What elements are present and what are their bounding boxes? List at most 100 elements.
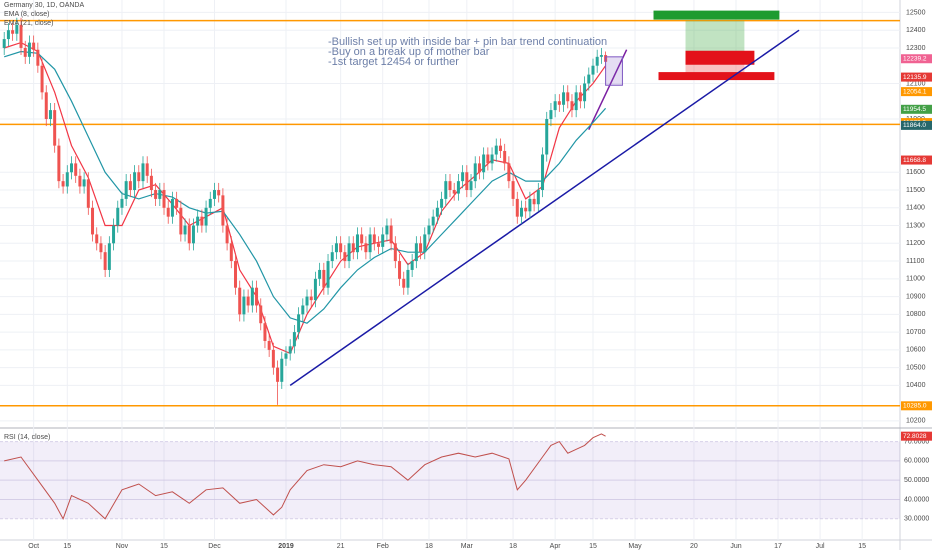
candle-body [158,190,162,199]
candle-body [532,198,536,205]
candle-body [435,207,439,217]
x-tick-label: Dec [208,543,221,550]
x-tick-label: 21 [337,543,345,550]
candle-body [74,163,78,176]
y-tick-label: 10200 [906,418,926,425]
y-tick-label: 11200 [906,240,925,247]
y-tick-label: 12400 [906,27,926,34]
candle-body [112,225,116,244]
price-tag-label: 72.8028 [903,433,927,440]
candle-body [162,190,166,208]
candle-body [292,332,296,347]
candle-body [145,163,149,176]
candle-body [595,56,599,66]
candle-body [553,101,557,111]
candle-body [133,172,137,191]
candle-body [541,154,545,191]
candle-body [141,163,145,182]
candle-body [57,145,61,182]
y-tick-label: 12100 [906,80,926,87]
candle-body [456,181,460,194]
rsi-line [4,433,606,521]
candle-body [242,296,246,315]
annotation: -Buy on a break up of mother bar [328,46,490,58]
candle-body [486,154,490,164]
candle-body [562,92,566,105]
candle-body [494,145,498,155]
price-tag [901,72,932,82]
candle-body [355,234,359,253]
x-tick-label: May [628,543,642,550]
candle-body [149,175,153,191]
candle-body [11,30,15,34]
candle-body [326,261,330,288]
price-tag [901,431,932,441]
candle-body [477,163,481,173]
candle-body [498,145,502,151]
candle-body [2,39,6,48]
candle-body [48,110,52,119]
candle-body [179,207,183,235]
x-tick-label: 15 [160,543,168,550]
candle-body [381,234,385,247]
candle-body [511,181,515,199]
x-tick-label: Oct [28,543,39,550]
candle-body [360,234,364,244]
candle-body [69,163,73,173]
candle-body [393,243,397,262]
candle-body [528,198,532,212]
candle-body [196,216,200,226]
x-tick-label: Nov [116,543,129,550]
candle-body [406,269,410,288]
candle-body [255,287,259,306]
x-tick-label: 15 [858,543,866,550]
y-tick-label: 11300 [906,222,925,229]
candle-body [364,243,368,253]
candle-body [116,207,120,226]
x-tick-label: 15 [63,543,71,550]
candle-body [372,234,376,244]
candle-body [191,225,195,244]
candle-body [36,49,40,66]
legend-entry: EMA (21, close) [4,20,53,27]
y-tick-label: 10700 [906,329,926,336]
x-tick-label: Feb [377,543,389,550]
candle-body [86,179,90,208]
x-tick-label: Jun [730,543,741,550]
candle-body [280,358,284,382]
labels: Germany 30, 1D, OANDA RSI (14, close) Oc… [4,2,932,550]
candle-body [330,252,334,262]
x-tick-label: Apr [550,543,562,550]
candle-body [313,278,317,301]
candle-body [385,225,389,235]
price-tag-label: 12054.1 [903,88,927,95]
candle-body [309,296,313,301]
candle-body [91,207,95,235]
price-tag-label: 10285.0 [903,403,927,410]
x-tick-label: 15 [589,543,597,550]
y-tick-label: 11100 [906,258,925,265]
y-tick-label: 12300 [906,45,926,52]
candle-body [318,269,322,279]
candle-body [154,190,158,199]
candle-body [322,269,326,288]
rsi-tick-label: 40.0000 [904,496,929,503]
candle-body [339,243,343,253]
candle-body [44,92,48,119]
candle-body [27,42,31,57]
price-tag [901,54,932,64]
candle-body [578,92,582,102]
candle-body [250,287,254,306]
candle-body [334,243,338,253]
price-tag [901,87,932,97]
candle-body [65,172,69,187]
y-tick-label: 11600 [906,169,925,176]
y-tick-label: 10800 [906,311,926,318]
annotation: -1st target 12454 or further [328,56,459,68]
candle-body [423,234,427,253]
rsi-tick-label: 60.0000 [904,458,929,465]
x-tick-label: Jul [816,543,825,550]
candle-body [276,367,280,382]
